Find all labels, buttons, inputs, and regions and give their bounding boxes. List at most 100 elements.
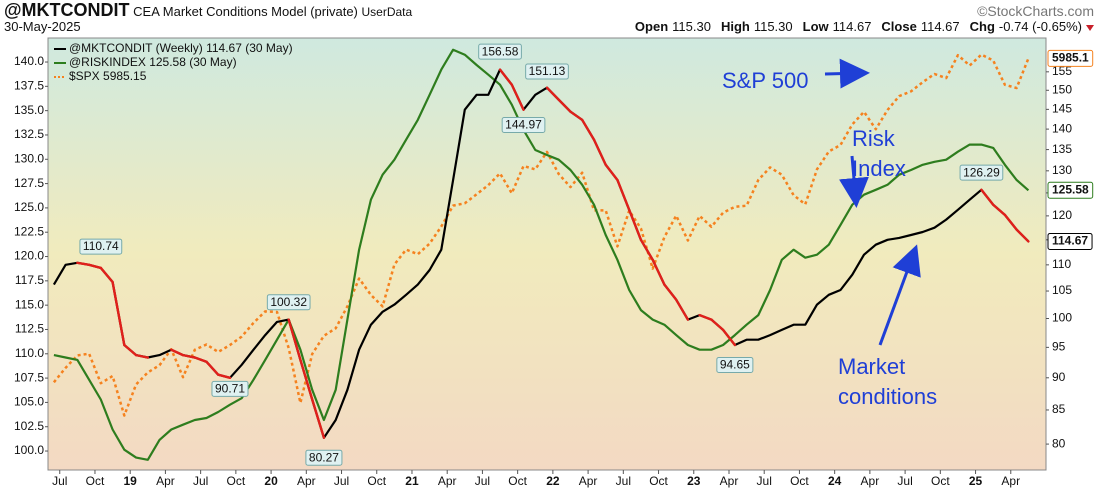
x-tick-label: Oct — [227, 474, 246, 488]
point-label: 94.65 — [720, 358, 750, 372]
x-tick-label: 22 — [546, 474, 560, 488]
date: 30-May-2025 — [4, 19, 81, 34]
point-label: 100.32 — [270, 295, 307, 309]
point-label-box — [525, 63, 569, 80]
down-segment — [217, 373, 232, 379]
y2-tick-label: 130 — [1052, 163, 1072, 177]
quote-value: 115.30 — [753, 19, 793, 34]
x-tick-label: 23 — [687, 474, 701, 488]
y2-tick-label: 140 — [1052, 121, 1072, 135]
y2-tick-label: 105 — [1052, 283, 1072, 297]
quote-value: 115.30 — [672, 19, 711, 34]
point-label: 90.71 — [215, 382, 245, 396]
y-tick-label: 115.0 — [15, 297, 44, 311]
point-label-box — [79, 238, 123, 255]
arrow — [878, 244, 921, 346]
down-segment — [616, 178, 631, 212]
down-segment — [604, 163, 619, 182]
annotation: Index — [852, 156, 906, 181]
x-tick-label: Oct — [86, 474, 105, 488]
point-label-box — [266, 294, 311, 311]
point-label-box — [716, 356, 754, 373]
header-row: @MKTCONDIT CEA Market Conditions Model (… — [4, 0, 1094, 21]
x-tick-label: Apr — [1001, 474, 1020, 488]
x-tick-label: Apr — [861, 474, 880, 488]
down-segment — [710, 318, 725, 332]
x-tick-label: Jul — [897, 474, 912, 488]
x-tick-label: Oct — [649, 474, 668, 488]
y-tick-label: 132.5 — [14, 127, 44, 141]
down-segment — [134, 353, 150, 359]
y2-tick-label: 145 — [1052, 102, 1072, 116]
end-label: 125.58 — [1052, 182, 1089, 196]
x-tick-label: 21 — [405, 474, 419, 488]
x-tick-label: Jul — [475, 474, 490, 488]
down-segment — [1003, 213, 1018, 231]
down-icon — [1086, 25, 1094, 31]
y-tick-label: 127.5 — [14, 176, 44, 190]
down-segment — [123, 343, 138, 357]
y-tick-label: 110.0 — [15, 346, 44, 360]
down-segment — [310, 398, 326, 439]
x-tick-label: Apr — [156, 474, 175, 488]
down-segment — [498, 68, 513, 86]
down-segment — [111, 280, 126, 347]
down-segment — [651, 258, 666, 286]
point-label-box — [211, 380, 249, 397]
watermark: ©StockCharts.com — [977, 3, 1094, 19]
down-segment — [205, 360, 220, 376]
down-segment — [557, 98, 572, 113]
down-segment — [181, 353, 196, 359]
source: UserData — [361, 5, 413, 19]
plot-area — [47, 37, 1047, 471]
quote: Open 115.30 High 115.30 Low 114.67 Close 114.67… — [625, 19, 1094, 34]
y-tick-label: 125.0 — [14, 200, 44, 214]
down-segment — [1015, 228, 1030, 243]
down-segment — [639, 238, 654, 261]
down-segment — [721, 328, 737, 347]
x-tick-label: 24 — [828, 474, 842, 488]
y-tick-label: 120.0 — [14, 249, 44, 263]
x-tick-label: Oct — [790, 474, 809, 488]
y-tick-label: 137.5 — [14, 79, 44, 93]
point-label-box — [959, 164, 1004, 181]
x-tick-label: Oct — [931, 474, 950, 488]
x-tick-label: Jul — [193, 474, 208, 488]
y2-tick-label: 80 — [1052, 436, 1066, 450]
x-tick-label: Jul — [52, 474, 67, 488]
quote-label: Chg — [969, 19, 995, 34]
end-label-box — [1047, 49, 1094, 67]
legend-label: @RISKINDEX 125.58 (30 May) — [69, 55, 237, 69]
y-tick-label: 140.0 — [14, 54, 44, 68]
x-tick-label: Jul — [757, 474, 772, 488]
x-tick-label: 19 — [124, 474, 138, 488]
y2-tick-label: 155 — [1052, 64, 1072, 78]
point-label-box — [478, 43, 522, 60]
down-segment — [170, 348, 185, 357]
description: CEA Market Conditions Model (private) — [133, 4, 358, 19]
quote-value: 114.67 — [832, 19, 872, 34]
down-segment — [87, 263, 103, 270]
end-label: 114.67 — [1052, 234, 1088, 248]
down-segment — [980, 188, 995, 206]
point-label: 144.97 — [505, 118, 542, 132]
down-segment — [663, 283, 678, 301]
header: @MKTCONDIT CEA Market Conditions Model (… — [0, 0, 1100, 37]
point-label-box — [501, 116, 546, 133]
y-tick-label: 130.0 — [14, 151, 44, 165]
y-tick-label: 112.5 — [15, 322, 44, 336]
annotation: S&P 500 — [722, 68, 808, 93]
down-segment — [99, 266, 114, 284]
end-label-box — [1047, 181, 1094, 199]
end-label: 5985.1 — [1052, 51, 1089, 65]
down-segment — [76, 261, 91, 267]
x-tick-label: Apr — [720, 474, 739, 488]
legend-label: @MKTCONDIT (Weekly) 114.67 (30 May) — [69, 41, 293, 55]
y-tick-label: 117.5 — [15, 273, 44, 287]
y2-tick-label: 120 — [1052, 208, 1072, 222]
quote-label: Open — [634, 19, 669, 34]
down-segment — [674, 298, 690, 321]
down-segment — [569, 110, 584, 122]
down-segment — [510, 83, 525, 111]
